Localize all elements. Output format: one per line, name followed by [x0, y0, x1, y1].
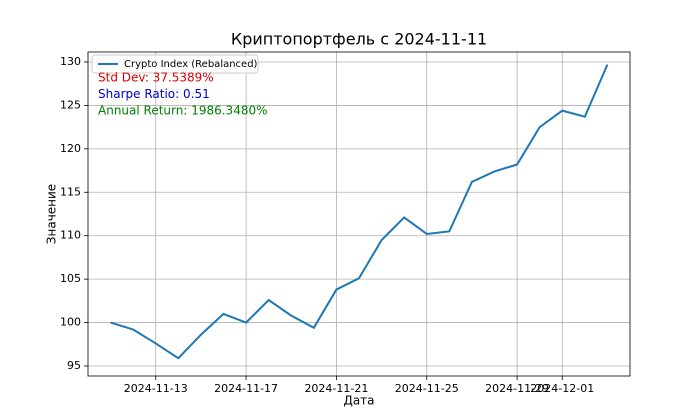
- annotation: Std Dev: 37.5389%: [98, 71, 214, 85]
- annotation: Sharpe Ratio: 0.51: [98, 87, 210, 101]
- x-tick-label: 2024-11-25: [395, 382, 459, 395]
- x-tick-label: 2024-11-13: [124, 382, 188, 395]
- y-tick-label: 115: [60, 185, 81, 198]
- y-tick-label: 110: [60, 229, 81, 242]
- legend-box: [91, 54, 259, 74]
- x-tick-label: 2024-11-29: [485, 382, 549, 395]
- y-tick-label: 105: [60, 272, 81, 285]
- line: [110, 64, 609, 360]
- y-axis-label: Значение: [45, 184, 59, 244]
- y-tick-label: 120: [60, 142, 81, 155]
- y-tick-label: 130: [60, 55, 81, 68]
- chart-title: Криптопортфель с 2024-11-11: [231, 30, 487, 49]
- legend-label: Crypto Index (Rebalanced): [124, 59, 258, 70]
- y-tick-label: 100: [60, 316, 81, 329]
- x-tick-label: 2024-11-21: [304, 382, 368, 395]
- y-tick-label: 95: [67, 359, 81, 372]
- plot-frame: [87, 51, 631, 377]
- annotation: Annual Return: 1986.3480%: [98, 104, 268, 118]
- y-tick-label: 125: [60, 98, 81, 111]
- x-tick-label: 2024-11-17: [214, 382, 278, 395]
- x-axis-label: Дата: [343, 394, 374, 408]
- x-tick-label: 2024-12-01: [530, 382, 594, 395]
